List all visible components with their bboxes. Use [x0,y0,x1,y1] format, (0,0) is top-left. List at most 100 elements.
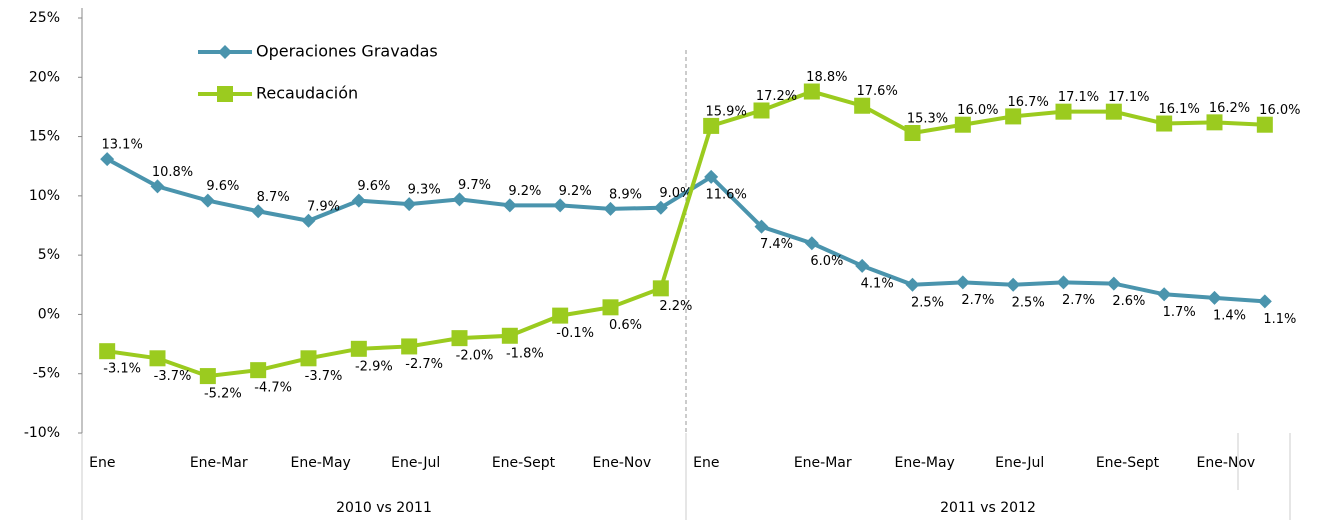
marker [401,338,418,355]
data-label: 9.3% [408,183,441,198]
marker [1157,287,1172,302]
x-tick-label: Ene [693,455,719,471]
marker [350,340,367,357]
data-label: 16.0% [1259,103,1300,118]
marker [501,327,518,344]
data-label: 2.2% [659,299,692,314]
marker [199,368,216,385]
marker [452,192,467,207]
marker [149,350,166,367]
y-tick-label: -10% [24,425,60,441]
x-tick-label: Ene-Nov [1197,455,1256,471]
data-label: 17.2% [756,89,797,104]
marker [402,197,417,212]
y-tick-label: 5% [38,247,60,263]
x-tick-label: Ene-Sept [1096,455,1160,471]
data-label: 9.7% [458,178,491,193]
y-tick-label: 15% [29,129,60,145]
y-tick-label: 25% [29,10,60,26]
marker [653,200,668,215]
x-tick-label: Ene-Jul [995,455,1044,471]
marker [301,213,316,228]
marker [1156,115,1173,132]
legend-marker [218,45,232,59]
x-tick-label: Ene-Jul [391,455,440,471]
data-label: -3.1% [103,362,141,377]
legend-marker [217,86,233,102]
data-label: 9.2% [559,184,592,199]
data-label: 2.5% [1012,295,1045,310]
marker [250,362,267,379]
marker [1005,108,1022,125]
data-label: 1.7% [1163,305,1196,320]
marker [502,198,517,213]
marker [652,280,669,297]
marker [1256,116,1273,133]
y-tick-label: -5% [33,366,60,382]
data-label: -2.9% [355,359,393,374]
marker [351,193,366,208]
marker [553,198,568,213]
x-tick-label: Ene-Sept [492,455,556,471]
marker [703,117,720,134]
marker [1056,275,1071,290]
y-tick-label: 20% [29,69,60,85]
data-label: -5.2% [204,387,242,402]
data-label: 16.0% [957,103,998,118]
marker [451,330,468,347]
data-label: 16.1% [1159,102,1200,117]
data-label: 17.1% [1108,90,1149,105]
data-label: 16.2% [1209,101,1250,116]
data-label: 8.9% [609,187,642,202]
data-label: 10.8% [152,165,193,180]
data-label: 17.6% [857,84,898,99]
data-label: 7.4% [760,237,793,252]
data-label: 11.6% [706,187,747,202]
data-label: 9.6% [357,179,390,194]
x-tick-label: Ene-May [291,455,351,471]
data-label: 1.1% [1263,312,1296,327]
marker [300,350,317,367]
x-tick-label: Ene-May [895,455,955,471]
marker [803,83,820,100]
marker [1207,290,1222,305]
marker [1106,276,1121,291]
marker [1257,294,1272,309]
marker [955,275,970,290]
marker [150,179,165,194]
group-label: 2011 vs 2012 [940,500,1036,516]
marker [904,125,921,142]
data-label: 9.6% [206,179,239,194]
marker [854,97,871,114]
data-label: 9.2% [508,184,541,199]
marker [704,169,719,184]
series-line [106,157,1265,304]
data-label: -1.8% [506,346,544,361]
data-label: 6.0% [810,254,843,269]
marker [602,299,619,316]
marker [251,204,266,219]
data-label: -3.7% [305,369,343,384]
data-label: 2.5% [911,295,944,310]
legend-label: Operaciones Gravadas [256,42,438,61]
marker [1206,114,1223,131]
marker [1105,103,1122,120]
data-label: 15.3% [907,112,948,127]
legend-label: Recaudación [256,84,358,103]
marker [603,201,618,216]
data-label: 13.1% [102,138,143,153]
marker [905,277,920,292]
data-label: -2.0% [456,349,494,364]
marker [552,307,569,324]
marker [100,152,115,167]
data-label: 9.0% [659,186,692,201]
data-label: 15.9% [706,104,747,119]
data-label: -0.1% [556,326,594,341]
data-label: -4.7% [254,381,292,396]
data-label: 0.6% [609,318,642,333]
x-tick-label: Ene-Nov [593,455,652,471]
marker [200,193,215,208]
group-label: 2010 vs 2011 [336,500,432,516]
y-tick-label: 0% [38,306,60,322]
